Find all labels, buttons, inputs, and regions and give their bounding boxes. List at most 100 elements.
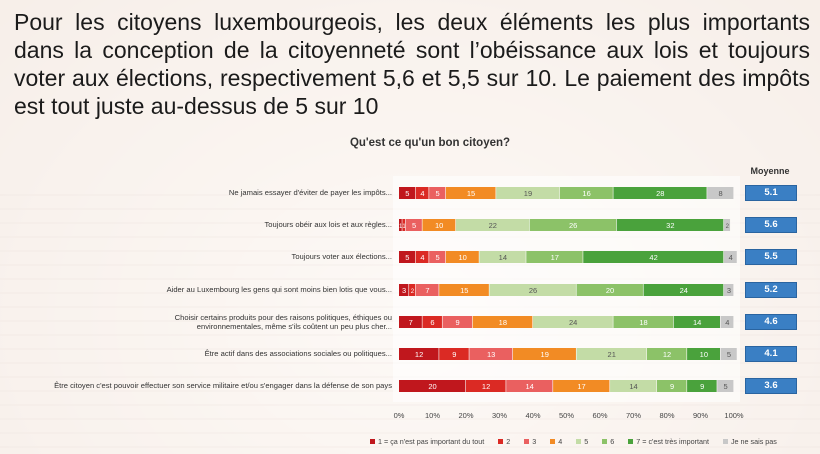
x-tick-label: 30%	[492, 411, 507, 420]
bar-segment	[415, 284, 439, 296]
bar-segment	[512, 348, 576, 360]
legend: 1 = ça n'est pas important du tout 2 3 4 5 6 7…	[370, 437, 810, 446]
data-label: 19	[541, 350, 549, 359]
bar-segment	[656, 380, 687, 392]
data-label: 19	[524, 189, 532, 198]
bar-segment	[646, 348, 687, 360]
bar-segment	[506, 380, 553, 392]
x-tick-label: 50%	[559, 411, 574, 420]
data-label: 1	[399, 224, 403, 230]
legend-item: 6	[602, 437, 614, 446]
legend-label: Je ne sais pas	[730, 437, 777, 446]
category-label: Choisir certains produits pour des raiso…	[174, 313, 392, 331]
bar-segment	[576, 348, 647, 360]
data-label: 26	[569, 221, 577, 230]
legend-label: 1 = ça n'est pas important du tout	[378, 437, 485, 446]
bar-segment	[526, 251, 583, 263]
bar-segment	[479, 251, 526, 263]
data-label: 14	[525, 382, 533, 391]
legend-label: 5	[584, 437, 589, 446]
bar-segment	[399, 348, 439, 360]
data-label: 3	[727, 286, 731, 295]
legend-swatch	[524, 439, 530, 444]
data-label: 16	[582, 189, 590, 198]
data-label: 15	[460, 286, 468, 295]
data-label: 2	[411, 289, 415, 295]
average-value: 5.1	[745, 185, 797, 201]
bar-segment	[469, 348, 513, 360]
x-tick-label: 20%	[458, 411, 473, 420]
data-label: 5	[405, 253, 409, 262]
bar-segment	[399, 219, 402, 231]
bar-segment	[399, 380, 466, 392]
bar-segment	[496, 187, 560, 199]
data-label: 9	[670, 382, 674, 391]
bar-segment	[583, 251, 724, 263]
bar-segment	[445, 251, 479, 263]
x-tick-label: 90%	[693, 411, 708, 420]
bar-segment	[429, 251, 446, 263]
data-label: 14	[629, 382, 637, 391]
legend-swatch	[602, 439, 608, 444]
data-label: 4	[725, 318, 729, 327]
legend-swatch	[498, 439, 504, 444]
bar-segment	[576, 284, 643, 296]
chart-title: Qu'est ce qu'un bon citoyen?	[349, 137, 511, 149]
legend-swatch	[576, 439, 582, 444]
legend-swatch	[370, 439, 375, 444]
bar-segment	[553, 380, 610, 392]
headline: Pour les citoyens luxembourgeois, les de…	[14, 9, 810, 119]
bar-segment	[439, 348, 469, 360]
x-tick-label: 80%	[659, 411, 674, 420]
bar-segment	[616, 219, 724, 231]
data-label: 1	[402, 224, 406, 230]
x-tick-label: 60%	[592, 411, 607, 420]
data-label: 14	[499, 253, 507, 262]
data-label: 12	[482, 382, 490, 391]
bar-segment	[445, 187, 496, 199]
bar-segment	[472, 316, 533, 328]
bar-segment	[415, 187, 429, 199]
x-tick-label: 100%	[724, 411, 744, 420]
data-label: 4	[729, 253, 733, 262]
data-label: 22	[489, 221, 497, 230]
bar-segment	[720, 348, 737, 360]
x-tick-label: 10%	[425, 411, 440, 420]
bar-segment	[442, 316, 473, 328]
bar-segment	[643, 284, 724, 296]
data-label: 20	[606, 286, 614, 295]
legend-item: 4	[550, 437, 562, 446]
data-label: 42	[649, 253, 657, 262]
legend-item: 1 = ça n'est pas important du tout	[370, 437, 484, 446]
data-label: 10	[700, 350, 708, 359]
data-label: 12	[663, 350, 671, 359]
average-value: 5.6	[745, 217, 797, 233]
bar-segment	[489, 284, 576, 296]
legend-label: 3	[532, 437, 537, 446]
legend-item: 2	[498, 437, 510, 446]
bar-segment	[399, 316, 422, 328]
legend-label: 7 = c'est très important	[636, 437, 709, 446]
data-label: 24	[569, 318, 577, 327]
data-label: 18	[499, 318, 507, 327]
data-label: 17	[551, 253, 559, 262]
data-label: 6	[430, 318, 434, 327]
data-label: 18	[639, 318, 647, 327]
bar-segment	[720, 316, 734, 328]
data-label: 32	[666, 221, 674, 230]
category-label: Être citoyen c'est pouvoir effectuer son…	[54, 381, 392, 390]
bar-segment	[687, 348, 720, 360]
legend-swatch	[550, 439, 556, 444]
average-value: 4.6	[745, 314, 797, 330]
data-label: 26	[529, 286, 537, 295]
data-label: 14	[693, 318, 701, 327]
bar-segment	[723, 219, 731, 231]
legend-item: 5	[576, 437, 588, 446]
data-label: 9	[456, 318, 460, 327]
bar-segment	[533, 316, 613, 328]
data-label: 5	[435, 253, 439, 262]
legend-label: 2	[506, 437, 511, 446]
legend-swatch	[722, 439, 728, 444]
bar-segment	[613, 316, 674, 328]
